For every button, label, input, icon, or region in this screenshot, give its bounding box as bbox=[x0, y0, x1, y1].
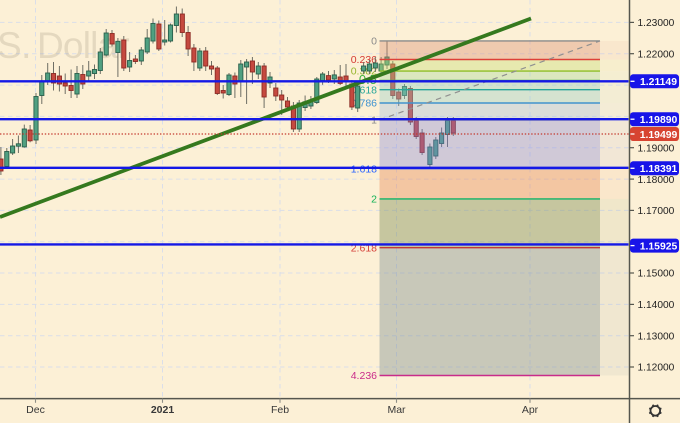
svg-text:Apr: Apr bbox=[522, 404, 539, 416]
svg-text:2021: 2021 bbox=[151, 404, 175, 416]
svg-text:1.23000: 1.23000 bbox=[638, 18, 675, 29]
svg-text:1.12000: 1.12000 bbox=[638, 363, 675, 374]
svg-text:0.786: 0.786 bbox=[351, 98, 377, 110]
svg-text:1.22000: 1.22000 bbox=[638, 49, 675, 60]
svg-text:Dollar: Dollar bbox=[37, 25, 129, 66]
svg-text:1: 1 bbox=[371, 115, 377, 127]
svg-text:1.17000: 1.17000 bbox=[638, 206, 675, 217]
svg-text:0: 0 bbox=[371, 36, 377, 48]
svg-text:S.: S. bbox=[0, 25, 31, 66]
svg-text:Mar: Mar bbox=[387, 404, 406, 416]
svg-text:Dec: Dec bbox=[26, 404, 45, 416]
svg-text:Feb: Feb bbox=[271, 404, 289, 416]
svg-text:1.19890: 1.19890 bbox=[640, 115, 678, 126]
svg-text:1.13000: 1.13000 bbox=[638, 331, 675, 342]
svg-text:0.236: 0.236 bbox=[351, 54, 377, 66]
svg-text:1.14000: 1.14000 bbox=[638, 300, 675, 311]
svg-text:2: 2 bbox=[371, 194, 377, 206]
svg-text:4.236: 4.236 bbox=[351, 370, 377, 382]
svg-text:1.15000: 1.15000 bbox=[638, 269, 675, 280]
svg-text:1.21149: 1.21149 bbox=[640, 77, 677, 88]
svg-text:1.15925: 1.15925 bbox=[640, 242, 678, 253]
svg-text:1.18391: 1.18391 bbox=[640, 164, 678, 175]
svg-text:1.19499: 1.19499 bbox=[640, 130, 678, 141]
svg-text:1.19000: 1.19000 bbox=[638, 143, 675, 154]
svg-text:1.18000: 1.18000 bbox=[638, 175, 675, 186]
svg-text:1.618: 1.618 bbox=[351, 163, 377, 175]
